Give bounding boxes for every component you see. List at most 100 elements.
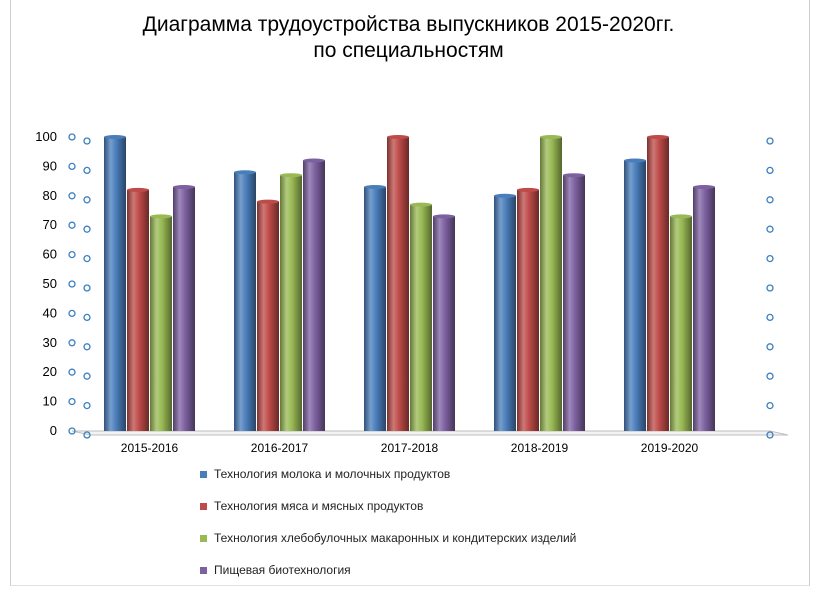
bar-cap [280, 173, 302, 178]
y-tick-marker-inner [83, 401, 91, 410]
legend-item: Пищевая биотехнология [200, 560, 720, 580]
bar [410, 204, 432, 431]
y-tick-label: 60 [43, 247, 57, 262]
y-tick-label: 20 [43, 364, 57, 379]
y-tick-marker-inner [83, 343, 91, 351]
y-tick-marker-left [68, 162, 76, 171]
x-tick-label: 2019-2020 [641, 441, 699, 455]
y-tick-marker-inner [83, 431, 91, 439]
y-tick-marker-left [68, 133, 76, 141]
bar-cap [540, 135, 562, 139]
legend-swatch [200, 566, 207, 574]
bar [670, 216, 692, 431]
y-tick-marker-left [68, 250, 76, 259]
y-tick-marker-inner [83, 284, 91, 292]
x-tick-label: 2015-2016 [121, 441, 179, 455]
legend-label: Технология мяса и мясных продуктов [214, 499, 424, 513]
y-tick-marker-right [766, 284, 774, 292]
bar [693, 186, 715, 431]
bar-cap [433, 214, 455, 219]
y-tick-marker-right [766, 431, 774, 439]
bar-cap [104, 135, 126, 139]
bar-cap [693, 184, 715, 189]
x-tick-label: 2016-2017 [251, 441, 309, 455]
bar-cap [173, 184, 195, 189]
legend-label: Технология молока и молочных продуктов [214, 467, 451, 481]
legend-label: Пищевая биотехнология [214, 563, 351, 577]
bar-cap [517, 187, 539, 192]
y-tick-marker-left [68, 427, 76, 435]
bar [280, 175, 302, 431]
y-tick-marker-left [68, 368, 76, 376]
y-tick-marker-left [68, 280, 76, 288]
bar-cap [494, 193, 516, 198]
y-tick-marker-left [68, 397, 76, 406]
bar-cap [150, 214, 172, 219]
chart-plot: 0 10 20 30 40 50 60 70 80 90 100 2015-2016 2016-2017… [35, 129, 789, 455]
bar-cap [563, 173, 585, 178]
bar [303, 160, 325, 431]
y-tick-marker-inner [83, 196, 91, 204]
bar-cap [624, 158, 646, 163]
y-tick-label: 50 [43, 276, 57, 291]
chart-subtitle: по специальностям [313, 39, 504, 62]
bar-cap [234, 170, 256, 175]
bar-cap [670, 214, 692, 219]
bar [104, 137, 126, 431]
y-tick-marker-right [766, 225, 774, 233]
bar [127, 189, 149, 431]
y-tick-marker-right [766, 254, 774, 263]
chart-floor [71, 430, 789, 436]
bars [104, 135, 715, 431]
x-tick-label: 2017-2018 [381, 441, 439, 455]
y-tick-marker-inner [83, 254, 91, 263]
y-tick-marker-inner [83, 313, 91, 322]
legend-item: Технология мяса и мясных продуктов [200, 496, 720, 516]
bar [234, 172, 256, 431]
y-tick-label: 100 [35, 129, 57, 144]
legend-swatch [200, 502, 207, 510]
legend-item: Технология хлебобулочных макаронных и ко… [200, 528, 720, 548]
bar-cap [257, 199, 279, 204]
y-tick-marker-left [68, 339, 76, 347]
axis-labels: 0 10 20 30 40 50 60 70 80 90 100 2015-2016 2016-2017… [35, 129, 698, 455]
bar-cap [303, 158, 325, 163]
bar [624, 160, 646, 431]
y-tick-marker-left [68, 221, 76, 229]
bar [540, 137, 562, 431]
y-tick-label: 70 [43, 217, 57, 232]
y-tick-marker-right [766, 196, 774, 204]
y-tick-label: 10 [43, 394, 57, 409]
bar [563, 175, 585, 431]
y-tick-label: 90 [43, 158, 57, 173]
y-tick-marker-left [68, 192, 76, 200]
bar [517, 189, 539, 431]
y-tick-marker-inner [83, 137, 91, 145]
bar-cap [647, 135, 669, 139]
y-tick-marker-right [766, 343, 774, 351]
legend-swatch [200, 470, 207, 478]
y-tick-marker-right [766, 372, 774, 380]
y-tick-marker-left [68, 309, 76, 318]
chart-frame [10, 0, 810, 586]
bar [494, 195, 516, 431]
bar [364, 186, 386, 431]
bar-cap [127, 187, 149, 192]
y-tick-marker-inner [83, 166, 91, 175]
y-tick-marker-right [766, 166, 774, 175]
bar-cap [364, 184, 386, 189]
bar [150, 216, 172, 431]
y-tick-marker-right [766, 313, 774, 322]
bar-cap [410, 202, 432, 207]
y-tick-marker-inner [83, 372, 91, 380]
bar [173, 186, 195, 431]
bar [257, 201, 279, 431]
y-tick-label: 80 [43, 188, 57, 203]
chart-title-line1: Диаграмма трудоустройства выпускников 20… [142, 13, 675, 36]
y-tick-label: 30 [43, 335, 57, 350]
legend-label: Технология хлебобулочных макаронных и ко… [214, 531, 577, 545]
y-tick-label: 40 [43, 305, 57, 320]
y-tick-marker-right [766, 137, 774, 145]
bar [647, 137, 669, 431]
legend-item: Технология молока и молочных продуктов [200, 464, 720, 484]
